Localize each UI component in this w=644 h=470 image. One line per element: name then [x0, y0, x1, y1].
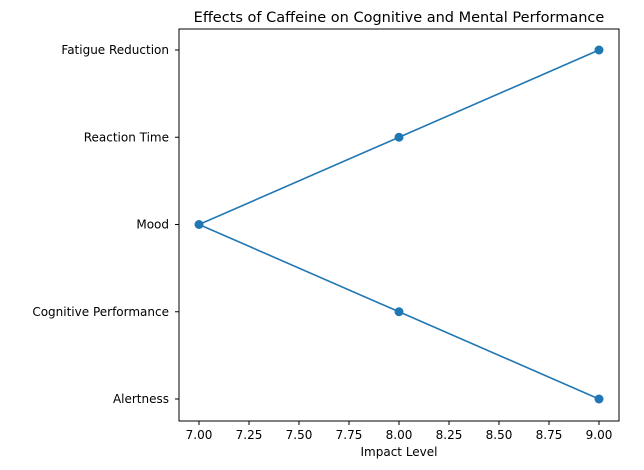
y-tick-label: Alertness — [113, 392, 169, 406]
chart-title: Effects of Caffeine on Cognitive and Men… — [194, 10, 605, 26]
x-tick-label: 8.00 — [386, 428, 413, 442]
y-tick-label: Cognitive Performance — [32, 305, 169, 319]
x-tick-label: 9.00 — [586, 428, 613, 442]
data-point-fatigue-reduction — [594, 45, 604, 55]
data-point-alertness — [594, 394, 604, 404]
series-layer — [194, 45, 604, 404]
data-point-mood — [194, 220, 204, 229]
x-tick-label: 8.25 — [436, 428, 463, 442]
x-tick-label: 7.75 — [336, 428, 363, 442]
y-tick-label: Reaction Time — [84, 130, 169, 144]
x-tick-label: 7.00 — [186, 428, 213, 442]
x-axis-title: Impact Level — [361, 445, 438, 459]
y-tick-label: Mood — [136, 218, 169, 232]
x-tick-label: 8.50 — [486, 428, 513, 442]
data-point-cognitive-performance — [394, 307, 404, 317]
x-tick-label: 7.25 — [236, 428, 263, 442]
plot-area-frame — [178, 28, 620, 422]
y-axis-ticks: Alertness Cognitive Performance Mood Reacti… — [32, 43, 179, 406]
x-axis-ticks: 7.00 7.25 7.50 7.75 8.00 8.25 8.50 8.75 9.00 — [186, 421, 613, 442]
x-tick-label: 7.50 — [286, 428, 313, 442]
data-point-reaction-time — [394, 132, 404, 142]
y-tick-label: Fatigue Reduction — [61, 43, 169, 57]
series-line — [196, 49, 600, 400]
x-tick-label: 8.75 — [536, 428, 563, 442]
